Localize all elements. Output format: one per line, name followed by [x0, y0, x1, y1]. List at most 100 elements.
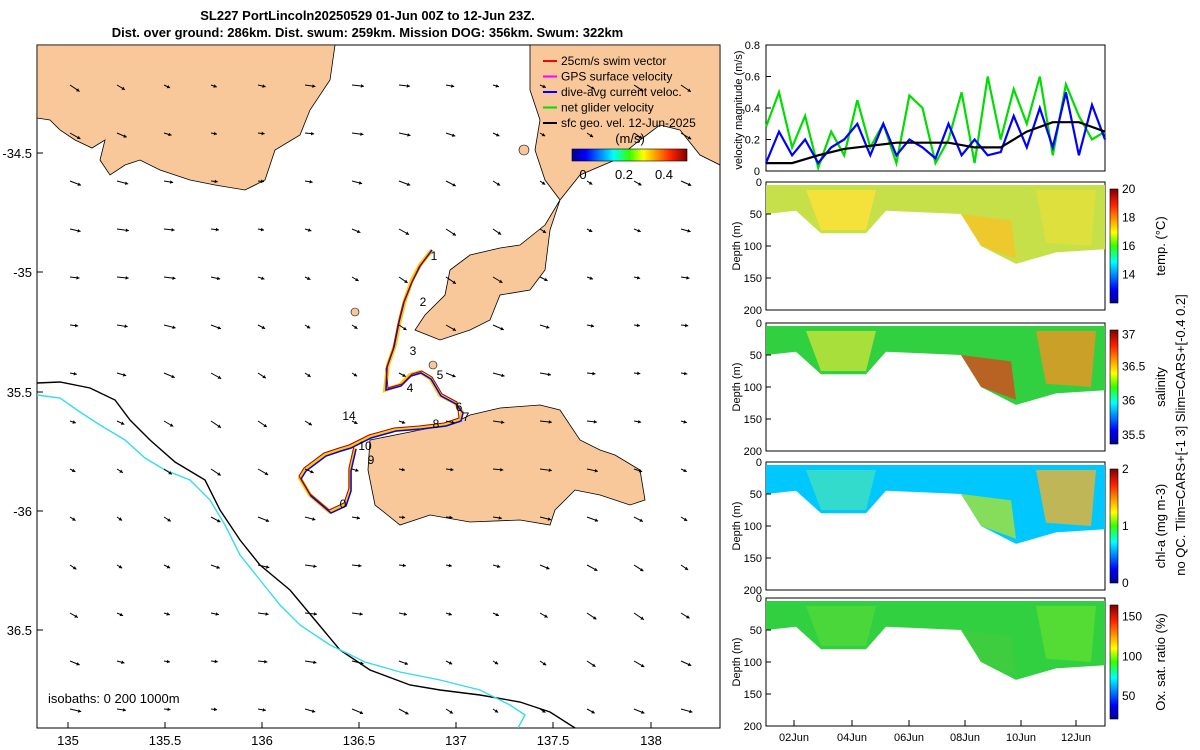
arrow-head: [72, 420, 76, 424]
arrow-head: [541, 181, 546, 185]
velocity-y-tick-label: 0.2: [745, 135, 760, 147]
depth-tick-label: 50: [750, 625, 762, 637]
depth-panel: 0 50 100 150 200 Depth (m) 35.5 36 36.5 37 salinit…: [731, 318, 1168, 458]
legend-entry: dive-avg current veloc.: [561, 85, 682, 99]
time-tick-label: 12Jun: [1061, 732, 1091, 744]
arrow-head: [591, 86, 595, 90]
velocity-y-tick-label: 0.4: [745, 103, 760, 115]
track-number-label: 8: [433, 417, 440, 431]
arrow-head: [77, 182, 81, 186]
depth-axis-label: Depth (m): [731, 222, 743, 271]
section-patch: [1036, 606, 1096, 662]
arrow-head: [684, 566, 689, 570]
arrow-head: [548, 468, 552, 472]
arrow-head: [216, 276, 221, 281]
arrow-head: [261, 276, 265, 280]
colorbar-tick-label: 150: [1122, 609, 1142, 623]
arrow-head: [166, 612, 170, 616]
arrow-head: [452, 374, 456, 378]
arrow-head: [214, 659, 218, 664]
arrow-head: [594, 468, 598, 473]
colorbar-tick-label: 20: [1122, 182, 1136, 196]
arrow-head: [687, 662, 692, 667]
arrow-head: [216, 519, 221, 523]
arrow-head: [213, 84, 217, 88]
depth-tick-label: 150: [744, 414, 762, 426]
arrow-head: [353, 325, 358, 329]
chart-title-line2: Dist. over ground: 286km. Dist. swum: 25…: [111, 25, 624, 40]
arrow-head: [121, 660, 125, 664]
arrow-head: [448, 563, 452, 568]
arrow-head: [592, 616, 597, 620]
arrow-head: [405, 711, 409, 715]
arrow-head: [122, 708, 127, 712]
arrow-head: [636, 323, 640, 328]
arrow-head: [358, 181, 363, 185]
arrow-head: [266, 565, 270, 569]
colorbar-tick: 0.4: [655, 167, 673, 182]
arrow-head: [118, 565, 123, 569]
speed-colorbar: (m/s) 0 0.2 0.4: [571, 131, 688, 182]
depth-tick-label: 0: [756, 177, 762, 189]
time-tick-label: 08Jun: [950, 732, 980, 744]
arrow-head: [260, 179, 265, 184]
arrow-head: [687, 136, 692, 140]
arrow-head: [310, 131, 315, 136]
arrow-head: [687, 88, 691, 92]
arrow-head: [687, 182, 692, 186]
arrow-head: [360, 661, 364, 665]
arrow-head: [77, 228, 81, 233]
colorbar-tick-labels: 0 0.2 0.4: [579, 167, 673, 182]
arrow-head: [355, 468, 359, 472]
x-tick-label: 135: [57, 733, 79, 748]
depth-axis-label: Depth (m): [731, 363, 743, 412]
depth-tick-label: 0: [756, 593, 762, 605]
depth-panel: 0 50 100 150 200 Depth (m) 50 100 150 Ox. sat. ra…: [731, 593, 1168, 733]
arrow-head: [500, 326, 504, 331]
arrow-head: [166, 84, 171, 89]
arrow-head: [686, 615, 690, 619]
map-x-tick-labels: 135 135.5 136 136.5 137 137.5 138: [57, 722, 662, 748]
arrow-head: [588, 228, 593, 232]
colorbar-tick: 0.2: [615, 167, 633, 182]
arrow-head: [495, 612, 499, 617]
arrow-head: [689, 709, 693, 714]
arrow-head: [215, 612, 219, 616]
arrow-head: [685, 323, 689, 328]
arrow-head: [71, 468, 76, 472]
x-tick-label: 137.5: [537, 733, 570, 748]
arrow-head: [264, 659, 268, 664]
arrow-head: [172, 276, 176, 280]
velocity-series: [764, 76, 1107, 172]
arrow-head: [500, 467, 504, 472]
arrow-head: [262, 708, 266, 712]
arrow-head: [588, 181, 593, 185]
arrow-head: [312, 517, 316, 521]
arrow-head: [636, 275, 641, 280]
legend-entry: 25cm/s swim vector: [561, 54, 666, 68]
x-tick-label: 136: [251, 733, 273, 748]
arrow-head: [402, 563, 406, 568]
arrow-head: [124, 324, 128, 329]
arrow-head: [452, 232, 456, 236]
section-patch: [961, 494, 1016, 539]
land-kangaroo-island: [367, 404, 646, 526]
depth-tick-label: 150: [744, 553, 762, 565]
arrow-head: [401, 467, 405, 472]
arrow-head: [309, 179, 313, 184]
legend-entry: net glider velocity: [561, 101, 654, 115]
arrow-head: [403, 612, 407, 616]
section-patch: [1036, 331, 1096, 387]
arrow-head: [217, 424, 221, 428]
legend-entry: sfc geo. vel. 12-Jun-2025: [561, 116, 696, 130]
depth-tick-label: 150: [744, 273, 762, 285]
colorbar-label: salinity: [1153, 367, 1168, 407]
arrow-head: [591, 710, 595, 714]
land-yorke-peninsula: [414, 45, 720, 341]
arrow-head: [119, 612, 124, 617]
velocity-y-tick-label: 0.6: [745, 72, 760, 84]
arrow-head: [119, 469, 123, 473]
arrow-head: [547, 372, 551, 377]
